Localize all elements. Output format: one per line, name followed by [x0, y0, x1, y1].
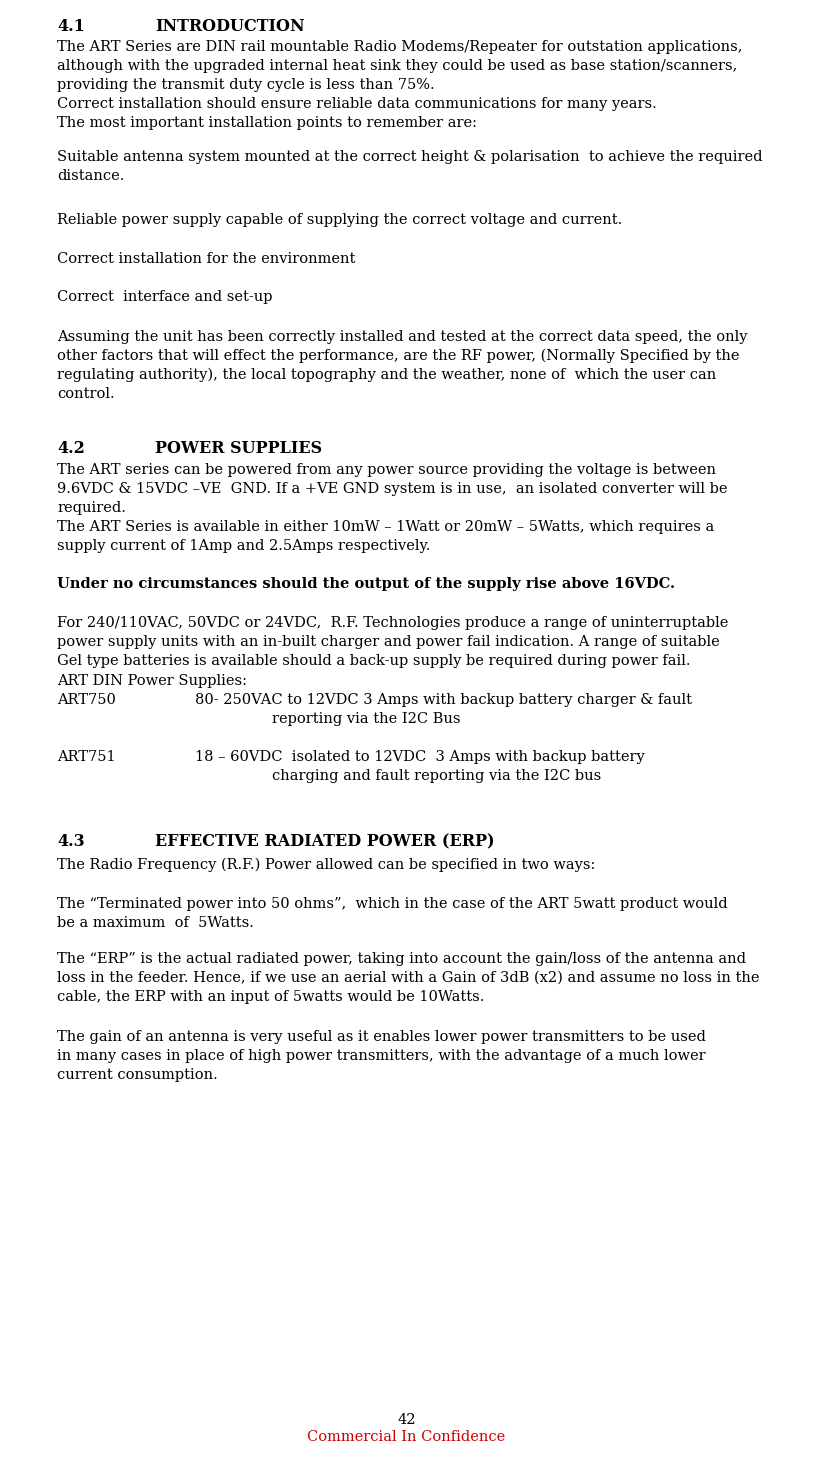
Text: Reliable power supply capable of supplying the correct voltage and current.: Reliable power supply capable of supplyi… — [57, 213, 622, 227]
Text: control.: control. — [57, 386, 115, 401]
Text: Correct installation for the environment: Correct installation for the environment — [57, 252, 355, 265]
Text: ART750: ART750 — [57, 693, 116, 707]
Text: distance.: distance. — [57, 169, 124, 184]
Text: Assuming the unit has been correctly installed and tested at the correct data sp: Assuming the unit has been correctly ins… — [57, 330, 747, 344]
Text: current consumption.: current consumption. — [57, 1069, 218, 1082]
Text: ART751: ART751 — [57, 749, 115, 764]
Text: 9.6VDC & 15VDC –VE  GND. If a +VE GND system is in use,  an isolated converter w: 9.6VDC & 15VDC –VE GND. If a +VE GND sys… — [57, 483, 728, 496]
Text: 4.3: 4.3 — [57, 833, 85, 850]
Text: reporting via the I2C Bus: reporting via the I2C Bus — [272, 712, 460, 726]
Text: INTRODUCTION: INTRODUCTION — [155, 17, 305, 35]
Text: The most important installation points to remember are:: The most important installation points t… — [57, 117, 477, 130]
Text: 4.2: 4.2 — [57, 440, 85, 456]
Text: 4.1: 4.1 — [57, 17, 85, 35]
Text: EFFECTIVE RADIATED POWER (ERP): EFFECTIVE RADIATED POWER (ERP) — [155, 833, 494, 850]
Text: The ART series can be powered from any power source providing the voltage is bet: The ART series can be powered from any p… — [57, 464, 716, 477]
Text: supply current of 1Amp and 2.5Amps respectively.: supply current of 1Amp and 2.5Amps respe… — [57, 539, 430, 553]
Text: loss in the feeder. Hence, if we use an aerial with a Gain of 3dB (x2) and assum: loss in the feeder. Hence, if we use an … — [57, 971, 759, 986]
Text: The Radio Frequency (R.F.) Power allowed can be specified in two ways:: The Radio Frequency (R.F.) Power allowed… — [57, 857, 595, 872]
Text: Correct installation should ensure reliable data communications for many years.: Correct installation should ensure relia… — [57, 98, 657, 111]
Text: Gel type batteries is available should a back-up supply be required during power: Gel type batteries is available should a… — [57, 655, 690, 668]
Text: POWER SUPPLIES: POWER SUPPLIES — [155, 440, 322, 456]
Text: cable, the ERP with an input of 5watts would be 10Watts.: cable, the ERP with an input of 5watts w… — [57, 990, 485, 1005]
Text: Suitable antenna system mounted at the correct height & polarisation  to achieve: Suitable antenna system mounted at the c… — [57, 150, 763, 163]
Text: 18 – 60VDC  isolated to 12VDC  3 Amps with backup battery: 18 – 60VDC isolated to 12VDC 3 Amps with… — [195, 749, 645, 764]
Text: 80- 250VAC to 12VDC 3 Amps with backup battery charger & fault: 80- 250VAC to 12VDC 3 Amps with backup b… — [195, 693, 692, 707]
Text: The ART Series are DIN rail mountable Radio Modems/Repeater for outstation appli: The ART Series are DIN rail mountable Ra… — [57, 39, 742, 54]
Text: The “Terminated power into 50 ohms”,  which in the case of the ART 5watt product: The “Terminated power into 50 ohms”, whi… — [57, 897, 728, 911]
Text: Under no circumstances should the output of the supply rise above 16VDC.: Under no circumstances should the output… — [57, 577, 675, 590]
Text: be a maximum  of  5Watts.: be a maximum of 5Watts. — [57, 916, 254, 930]
Text: regulating authority), the local topography and the weather, none of  which the : regulating authority), the local topogra… — [57, 367, 716, 382]
Text: For 240/110VAC, 50VDC or 24VDC,  R.F. Technologies produce a range of uninterrup: For 240/110VAC, 50VDC or 24VDC, R.F. Tec… — [57, 615, 728, 630]
Text: Correct  interface and set-up: Correct interface and set-up — [57, 290, 272, 305]
Text: charging and fault reporting via the I2C bus: charging and fault reporting via the I2C… — [272, 768, 602, 783]
Text: although with the upgraded internal heat sink they could be used as base station: although with the upgraded internal heat… — [57, 58, 737, 73]
Text: power supply units with an in-built charger and power fail indication. A range o: power supply units with an in-built char… — [57, 636, 720, 649]
Text: 42: 42 — [398, 1413, 415, 1427]
Text: in many cases in place of high power transmitters, with the advantage of a much : in many cases in place of high power tra… — [57, 1048, 706, 1063]
Text: Commercial In Confidence: Commercial In Confidence — [307, 1430, 506, 1443]
Text: required.: required. — [57, 502, 126, 515]
Text: providing the transmit duty cycle is less than 75%.: providing the transmit duty cycle is les… — [57, 77, 435, 92]
Text: The “ERP” is the actual radiated power, taking into account the gain/loss of the: The “ERP” is the actual radiated power, … — [57, 952, 746, 967]
Text: ART DIN Power Supplies:: ART DIN Power Supplies: — [57, 674, 247, 688]
Text: The ART Series is available in either 10mW – 1Watt or 20mW – 5Watts, which requi: The ART Series is available in either 10… — [57, 521, 715, 534]
Text: other factors that will effect the performance, are the RF power, (Normally Spec: other factors that will effect the perfo… — [57, 348, 740, 363]
Text: The gain of an antenna is very useful as it enables lower power transmitters to : The gain of an antenna is very useful as… — [57, 1029, 706, 1044]
